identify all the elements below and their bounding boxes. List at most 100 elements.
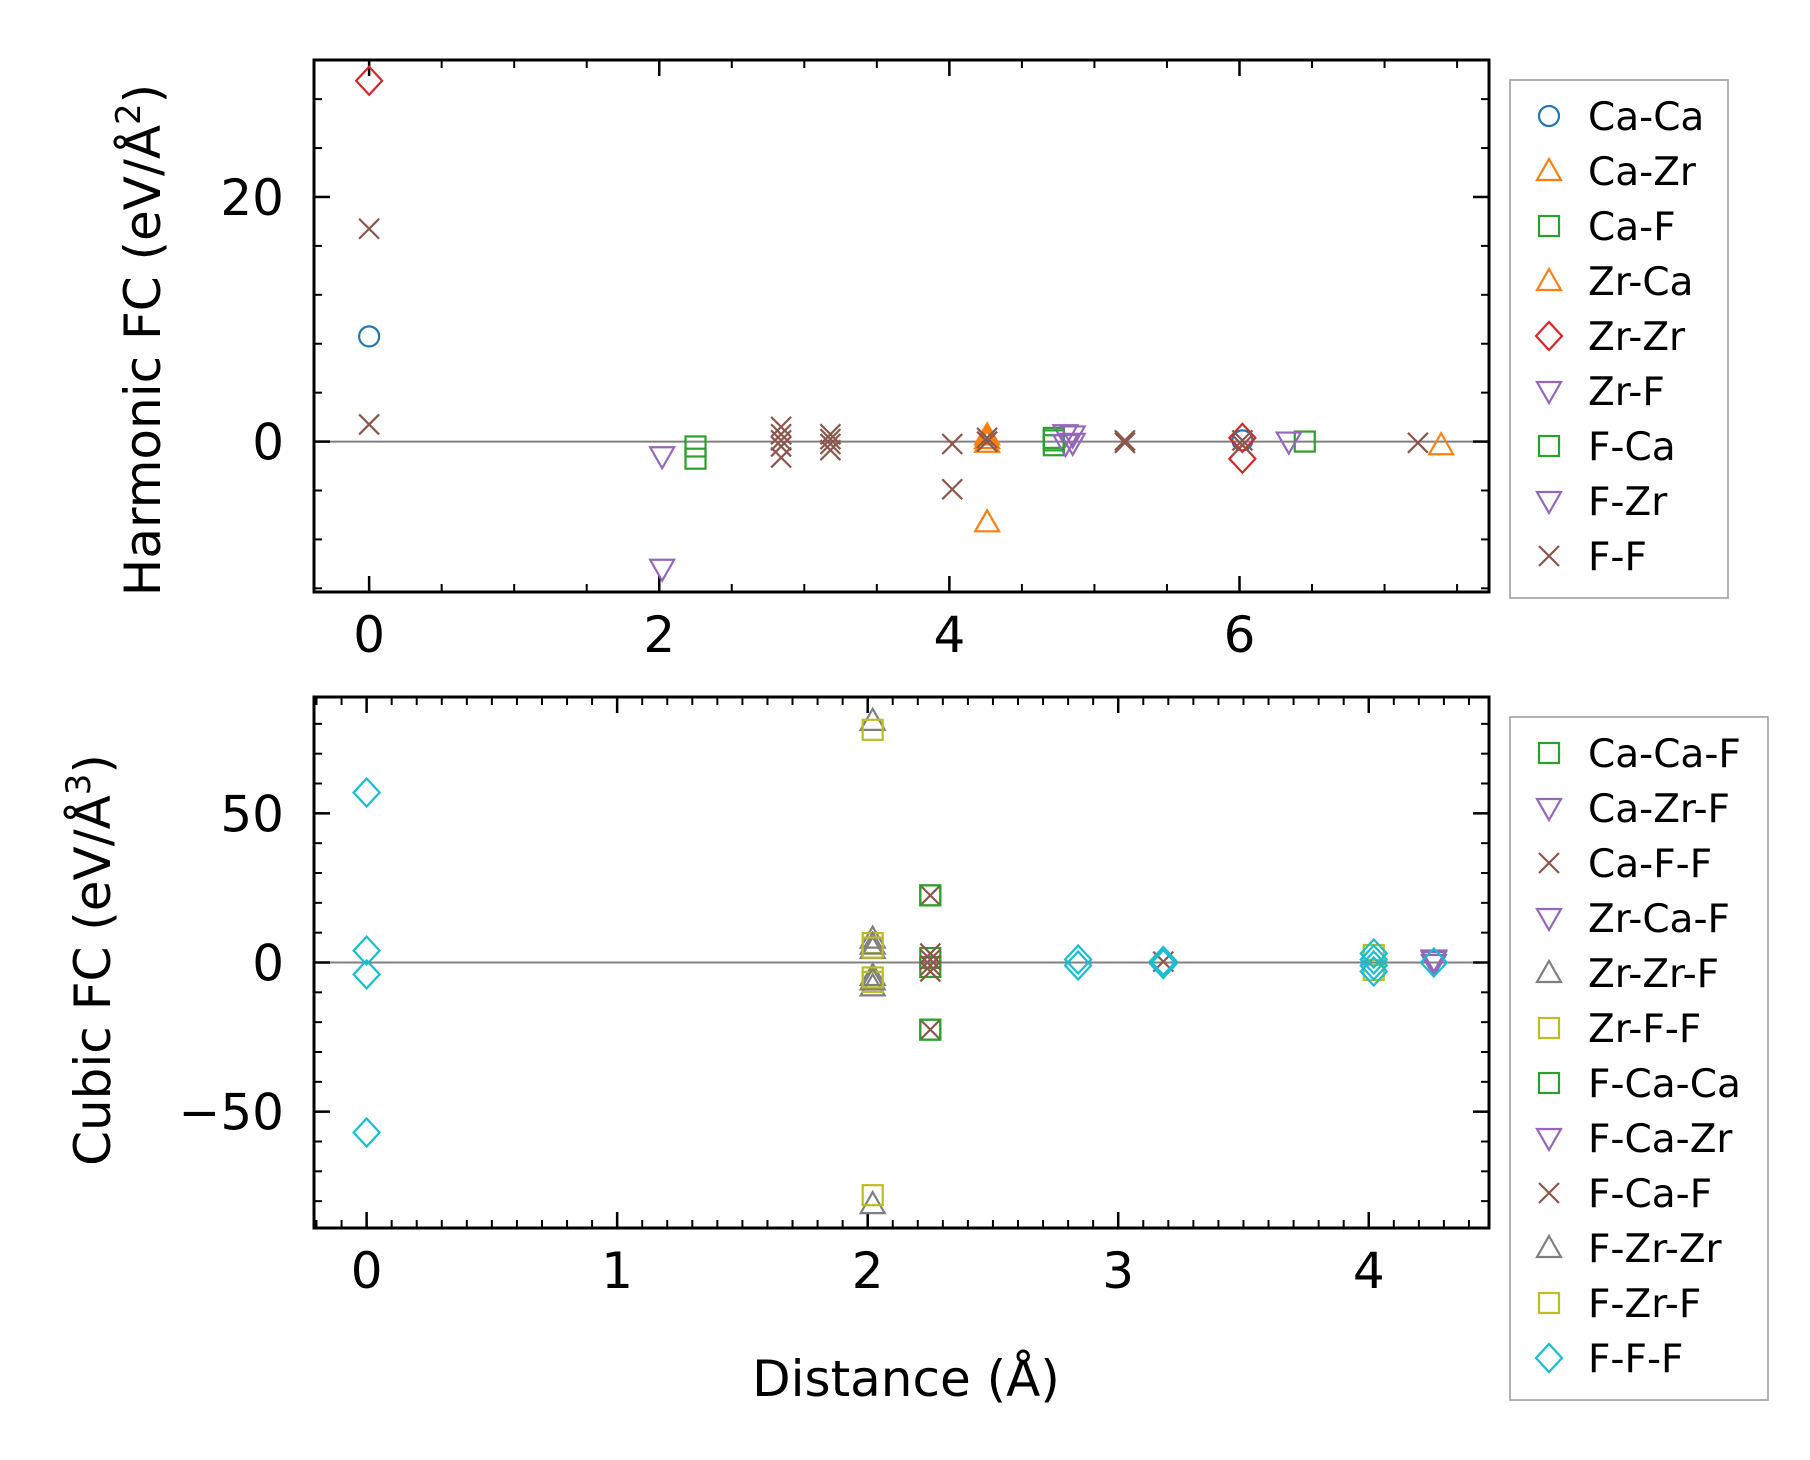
data-point-f-f [1231, 434, 1254, 457]
data-point-ca-zr [973, 508, 1001, 533]
data-point-f-zr [1058, 432, 1087, 458]
data-point-f-f [770, 435, 792, 458]
legend-marker-ca-ca [1537, 104, 1561, 128]
legend-marker-f-zr [1535, 490, 1563, 516]
data-point-f-ca-f [919, 954, 942, 977]
legend-marker-f-ca [1537, 434, 1561, 458]
legend-marker-zr-ca [1535, 266, 1563, 292]
legend-marker-ca-f [1537, 214, 1561, 238]
data-point-ca-zr [973, 421, 1001, 446]
axes-frame [312, 58, 1491, 594]
legend-box [1509, 716, 1769, 1401]
data-point-f-f [358, 217, 380, 240]
legend-marker-f-zr-f [1537, 1291, 1561, 1315]
data-point-f-f-f [1359, 943, 1389, 976]
x-tick-label: 6 [1224, 606, 1256, 664]
x-tick-label: 1 [601, 1242, 633, 1300]
y-tick-label: 0 [252, 935, 284, 993]
data-point-zr-f-f [861, 1184, 884, 1207]
legend-label-f-f: F-F [1588, 535, 1647, 580]
data-point-ca-f [684, 435, 707, 458]
data-point-f-f [819, 433, 842, 455]
legend-label-f-f-f: F-F-F [1588, 1337, 1683, 1382]
x-tick-label: 0 [351, 1242, 383, 1300]
data-point-ca-zr [1427, 431, 1456, 456]
data-point-f-ca-zr [1419, 950, 1448, 975]
data-point-zr-f [1274, 431, 1303, 456]
legend-label-zr-ca-f: Zr-Ca-F [1588, 897, 1730, 942]
data-point-f-f-f [1063, 949, 1093, 982]
data-point-f-f-f [1063, 943, 1093, 976]
data-point-f-f [770, 446, 792, 469]
cubic-plot-area: 0 1 2 3 4 −50 0 50 [178, 695, 1491, 1300]
data-point-f-f [941, 433, 964, 455]
y-tick-label: −50 [178, 1084, 284, 1142]
y-tick-label: 0 [252, 414, 284, 472]
x-tick-label: 2 [643, 606, 675, 664]
data-point-zr-zr-f [858, 1189, 887, 1215]
data-point-ca-ca-f [919, 955, 942, 979]
legend-label-f-ca-zr: F-Ca-Zr [1588, 1117, 1733, 1162]
legend-box [1509, 79, 1729, 599]
x-tick-label: 4 [1353, 1242, 1385, 1300]
data-point-f-f-f [352, 934, 382, 967]
legend-label-zr-zr: Zr-Zr [1588, 315, 1686, 360]
data-point-f-f-f [352, 958, 382, 991]
data-point-f-f-f [352, 1116, 382, 1149]
data-points [354, 65, 1456, 583]
axes-frame [312, 695, 1491, 1230]
data-point-f-f-f [1148, 948, 1178, 980]
data-point-f-f [358, 413, 380, 436]
cubic-y-axis-label: Cubic FC (eV/Å3) [59, 754, 122, 1166]
legend-marker-ca-zr [1535, 156, 1563, 182]
data-point-ca-f-f [919, 1018, 942, 1041]
data-point-f-zr [1058, 425, 1087, 450]
x-tick-label: 2 [852, 1242, 884, 1300]
x-tick-label: 4 [933, 606, 965, 664]
legend-marker-ca-ca-f [1537, 741, 1561, 765]
x-axis-label: Distance (Å) [752, 1350, 1060, 1408]
data-point-f-f [1114, 429, 1136, 452]
legend-label-zr-zr-f: Zr-Zr-F [1588, 952, 1719, 997]
data-point-ca-f-f [919, 884, 942, 907]
data-point-f-f-f [1359, 949, 1389, 982]
data-point-ca-ca [358, 325, 381, 348]
data-point-f-zr-f [861, 966, 884, 989]
legend-marker-f-ca-zr [1535, 1127, 1563, 1153]
legend-marker-zr-zr [1534, 320, 1564, 352]
legend-label-f-zr-f: F-Zr-F [1588, 1282, 1701, 1327]
data-point-f-f [1231, 429, 1254, 452]
legend-label-f-ca: F-Ca [1588, 425, 1676, 470]
data-point-f-f [976, 427, 998, 449]
data-point-f-ca-ca [919, 1018, 942, 1041]
data-point-f-f-f [1148, 945, 1178, 977]
data-points [352, 706, 1449, 1215]
data-point-f-f [1407, 432, 1429, 454]
data-point-zr-ca [973, 428, 1001, 453]
legend-label-f-zr: F-Zr [1588, 480, 1668, 525]
y-tick-label: 20 [220, 169, 284, 227]
data-point-ca-zr-f [1419, 953, 1448, 979]
legend-label-ca-f-f: Ca-F-F [1588, 842, 1712, 887]
data-point-zr-f [648, 558, 677, 583]
data-point-f-f [976, 430, 998, 453]
data-point-zr-f-f [861, 718, 884, 741]
legend-label-ca-f: Ca-F [1588, 205, 1676, 250]
data-point-f-zr-zr [858, 930, 887, 955]
legend-marker-f-f-f [1534, 1342, 1564, 1374]
data-point-zr-f [648, 446, 677, 471]
y-tick-label: 50 [220, 785, 284, 843]
legend-label-zr-f-f: Zr-F-F [1588, 1007, 1701, 1052]
cubic-fc-panel: 0 1 2 3 4 −50 0 50 Cubic FC (eV/Å3) Distance (Å… [59, 695, 1769, 1408]
data-point-f-ca-ca [919, 884, 942, 907]
data-point-f-zr-f [861, 936, 884, 959]
legend-label-ca-ca: Ca-Ca [1588, 95, 1704, 140]
data-point-f-f [819, 439, 842, 461]
legend-marker-f-f [1538, 545, 1560, 567]
x-tick-label: 0 [353, 606, 385, 664]
harmonic-legend: Ca-Ca Ca-Zr Ca-F Zr-Ca Zr-Zr Zr-F F-Ca F-Zr F-F [1509, 79, 1729, 599]
legend-marker-zr-f-f [1537, 1016, 1561, 1040]
data-point-f-f [941, 478, 964, 501]
